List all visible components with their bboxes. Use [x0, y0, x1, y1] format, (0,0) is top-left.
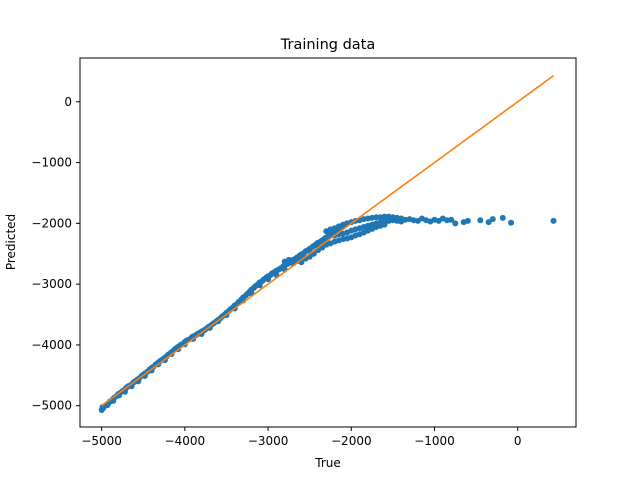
y-axis: −5000 −4000 −3000 −2000 −1000 0	[31, 95, 80, 413]
scatter-point	[265, 276, 272, 283]
scatter-point	[550, 217, 557, 224]
x-tick-label: −4000	[165, 434, 206, 448]
scatter-point	[499, 214, 506, 221]
x-tick-label: −1000	[414, 434, 455, 448]
scatter-point	[373, 214, 380, 221]
scatter-point	[477, 217, 484, 224]
x-tick-label: −3000	[248, 434, 289, 448]
scatter-point	[464, 217, 471, 224]
scatter-point	[508, 219, 515, 226]
axes-frame	[79, 57, 577, 428]
x-axis-label: True	[314, 456, 341, 470]
scatter-point	[485, 219, 492, 226]
y-tick-label: −5000	[31, 399, 72, 413]
y-tick-label: −3000	[31, 277, 72, 291]
scatter-point	[381, 213, 388, 220]
reference-line	[101, 74, 555, 407]
chart-title: Training data	[280, 37, 375, 53]
y-axis-label: Predicted	[4, 214, 18, 270]
scatter-point	[448, 216, 455, 223]
scatter-point	[489, 216, 496, 223]
x-tick-label: −5000	[81, 434, 122, 448]
scatter-point	[256, 282, 263, 289]
x-tick-label: −2000	[331, 434, 372, 448]
y-tick-label: 0	[64, 95, 72, 109]
scatter-point	[104, 402, 111, 409]
scatter-point	[110, 397, 117, 404]
y-tick-label: −4000	[31, 338, 72, 352]
x-axis: −5000 −4000 −3000 −2000 −1000 0	[81, 427, 522, 448]
plot-area	[98, 74, 557, 413]
x-tick-label: 0	[514, 434, 522, 448]
y-tick-label: −2000	[31, 216, 72, 230]
scatter-point	[99, 403, 106, 410]
y-tick-label: −1000	[31, 156, 72, 170]
scatter-point	[452, 220, 459, 227]
